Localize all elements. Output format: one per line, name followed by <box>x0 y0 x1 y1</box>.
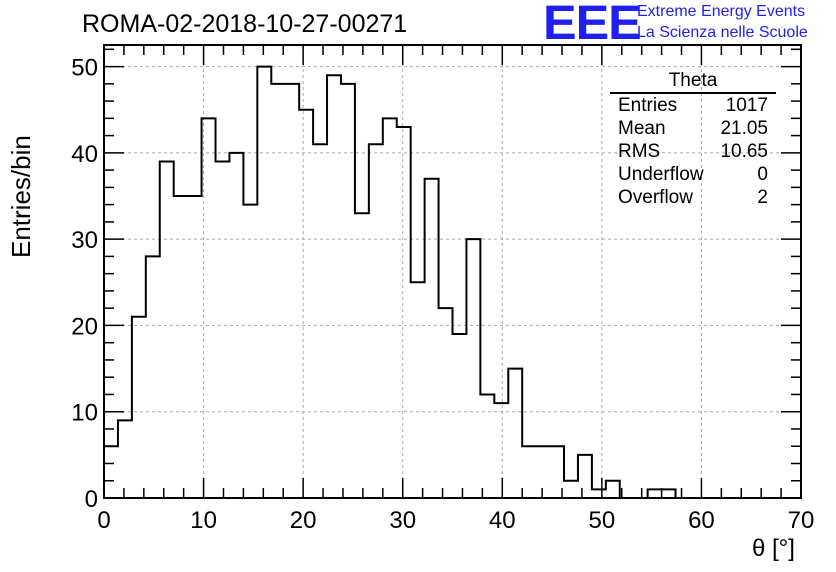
plot-title: ROMA-02-2018-10-27-00271 <box>82 10 408 38</box>
stats-value: 10.65 <box>720 141 768 162</box>
stats-label: Entries <box>618 95 678 116</box>
stats-value: 0 <box>757 164 768 185</box>
stats-label: RMS <box>618 141 661 162</box>
stats-row-overflow: Overflow 2 <box>610 186 776 209</box>
eee-logo: EEE <box>543 0 642 50</box>
x-axis-label: θ [°] <box>752 535 795 562</box>
stats-value: 2 <box>757 187 768 208</box>
x-tick-label: 40 <box>489 507 516 534</box>
y-tick-label: 30 <box>71 227 98 254</box>
stats-value: 21.05 <box>720 118 768 139</box>
stats-label: Mean <box>618 118 666 139</box>
stats-row-underflow: Underflow 0 <box>610 163 776 186</box>
x-tick-label: 30 <box>389 507 416 534</box>
x-tick-label: 50 <box>589 507 616 534</box>
plot-frame <box>103 44 802 499</box>
x-tick-label: 10 <box>190 507 217 534</box>
y-tick-label: 40 <box>71 141 98 168</box>
y-axis-label: Entries/bin <box>6 135 36 258</box>
y-tick-label: 0 <box>85 486 98 513</box>
axis-ticks <box>103 45 802 499</box>
stats-label: Underflow <box>618 164 704 185</box>
y-tick-label: 50 <box>71 55 98 82</box>
stats-title: Theta <box>610 70 776 94</box>
stats-value: 1017 <box>725 95 768 116</box>
x-tick-label: 0 <box>97 507 110 534</box>
logo-line-2: La Scienza nelle Scuole <box>637 24 808 41</box>
stats-row-mean: Mean 21.05 <box>610 117 776 140</box>
stats-row-rms: RMS 10.65 <box>610 140 776 163</box>
stats-label: Overflow <box>618 187 693 208</box>
y-tick-label: 20 <box>71 313 98 340</box>
x-tick-label: 60 <box>688 507 715 534</box>
logo-line-1: Extreme Energy Events <box>637 3 806 20</box>
x-tick-label: 70 <box>788 507 815 534</box>
y-tick-label: 10 <box>71 400 98 427</box>
stats-row-entries: Entries 1017 <box>610 94 776 117</box>
x-tick-label: 20 <box>290 507 317 534</box>
stats-box: Theta Entries 1017 Mean 21.05 RMS 10.65 … <box>610 70 776 209</box>
